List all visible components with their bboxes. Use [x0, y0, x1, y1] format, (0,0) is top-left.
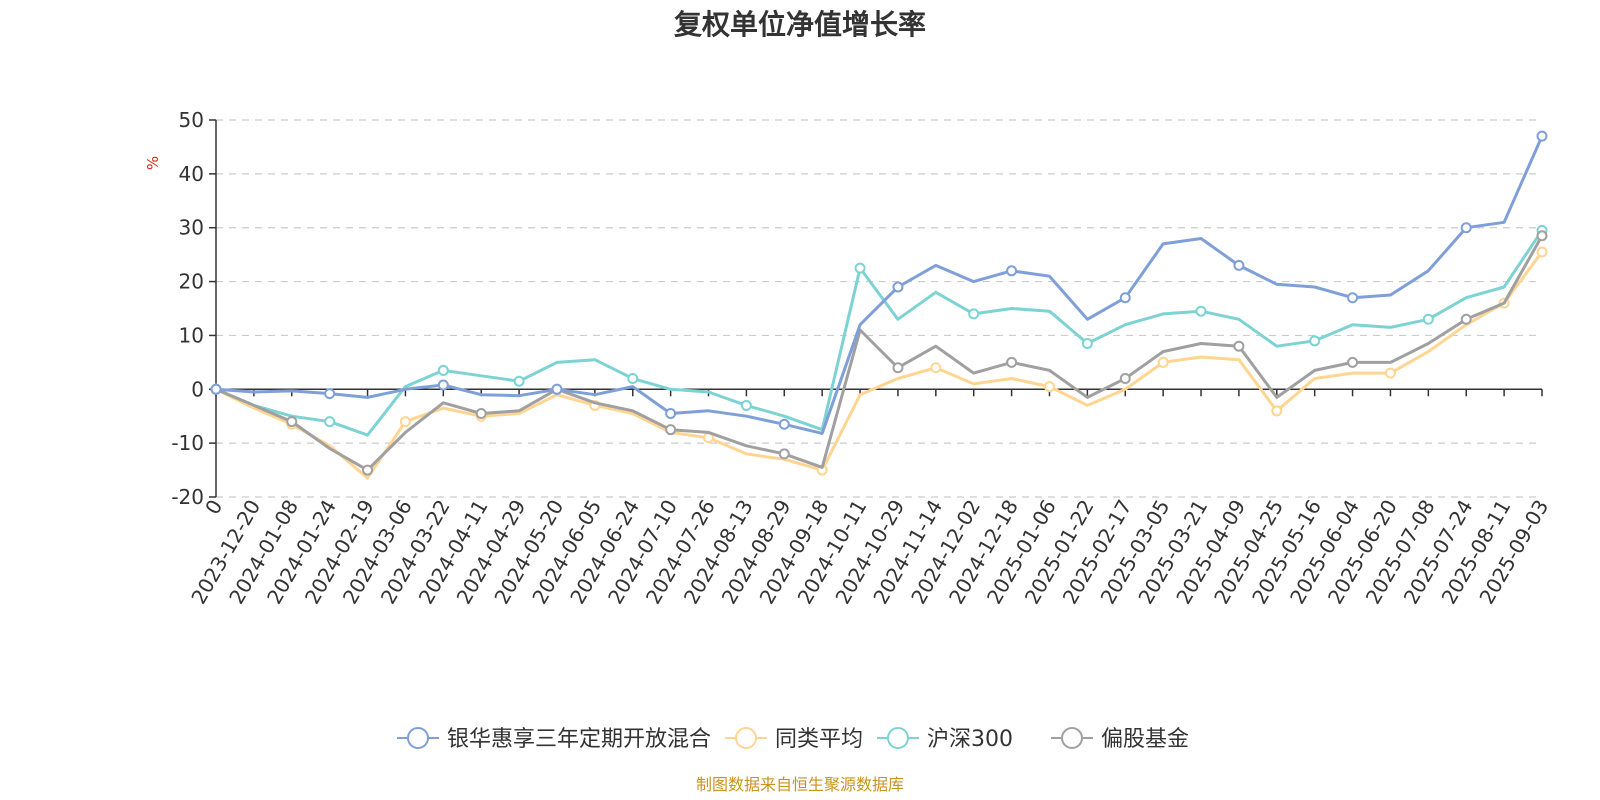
series-line-0 [215, 135, 1544, 435]
series-point [1384, 367, 1396, 379]
legend-swatch-icon [735, 727, 757, 749]
series-point [740, 399, 752, 411]
y-tick-label: 50 [179, 108, 204, 132]
series-point [665, 408, 677, 420]
chart-title: 复权单位净值增长率 [674, 8, 926, 41]
legend-item[interactable]: 偏股基金 [1051, 727, 1189, 752]
y-tick-label: 10 [179, 323, 204, 347]
legend[interactable]: 银华惠享三年定期开放混合 同类平均 沪深300 偏股基金 [397, 727, 1189, 752]
series-point [1460, 313, 1472, 325]
y-axis-unit: % [144, 156, 162, 170]
series-point [437, 379, 449, 391]
series-line-3 [215, 235, 1544, 472]
series-point [627, 373, 639, 385]
legend-label: 沪深300 [927, 727, 1013, 752]
legend-label: 同类平均 [775, 727, 863, 752]
series-point [210, 383, 222, 395]
series-point [399, 416, 411, 428]
series-point [1233, 340, 1245, 352]
series-point [324, 388, 336, 400]
legend-label: 银华惠享三年定期开放混合 [447, 727, 711, 752]
series-point [892, 362, 904, 374]
series-point [437, 364, 449, 376]
series-point [324, 416, 336, 428]
gridlines [216, 119, 1542, 498]
series-point [892, 281, 904, 293]
series-point [1309, 335, 1321, 347]
series-point [1536, 130, 1548, 142]
series-point [513, 375, 525, 387]
series-point [1119, 292, 1131, 304]
y-tick-label: -20 [171, 485, 204, 509]
series-point [1006, 265, 1018, 277]
series-point [1536, 246, 1548, 258]
series-point [778, 418, 790, 430]
series-lines [210, 130, 1548, 480]
y-tick-label: 30 [179, 216, 204, 240]
legend-swatch-icon [407, 727, 429, 749]
legend-label: 偏股基金 [1101, 727, 1189, 752]
source-note: 制图数据来自恒生聚源数据库 [696, 775, 904, 794]
legend-item[interactable]: 同类平均 [725, 727, 863, 752]
series-point [1536, 230, 1548, 242]
series-point [854, 262, 866, 274]
legend-item[interactable]: 沪深300 [877, 727, 1013, 752]
series-line-1 [215, 251, 1544, 480]
series-point [1271, 405, 1283, 417]
series-point [1043, 381, 1055, 393]
series-point [475, 408, 487, 420]
series-point [1119, 373, 1131, 385]
y-tick-label: 20 [179, 270, 204, 294]
series-point [968, 308, 980, 320]
series-point [1460, 222, 1472, 234]
series-point [1195, 305, 1207, 317]
y-tick-label: 40 [179, 162, 204, 186]
series-point [930, 362, 942, 374]
series-line-2 [215, 229, 1544, 437]
series-point [665, 424, 677, 436]
series-point [1233, 259, 1245, 271]
y-tick-label: -10 [171, 431, 204, 455]
series-point [1157, 356, 1169, 368]
series-point [286, 416, 298, 428]
series-point [1422, 313, 1434, 325]
axes: 50403020100-10-2002023-12-202024-01-0820… [171, 108, 1553, 608]
series-point [1347, 356, 1359, 368]
legend-swatch-icon [887, 727, 909, 749]
x-tick-label: 0 [200, 496, 227, 519]
series-point [1006, 356, 1018, 368]
series-point [551, 383, 563, 395]
series-point [362, 464, 374, 476]
series-point [1347, 292, 1359, 304]
legend-item[interactable]: 银华惠享三年定期开放混合 [397, 727, 711, 752]
y-tick-label: 0 [191, 377, 204, 401]
series-point [778, 448, 790, 460]
series-point [1081, 338, 1093, 350]
legend-swatch-icon [1061, 727, 1083, 749]
